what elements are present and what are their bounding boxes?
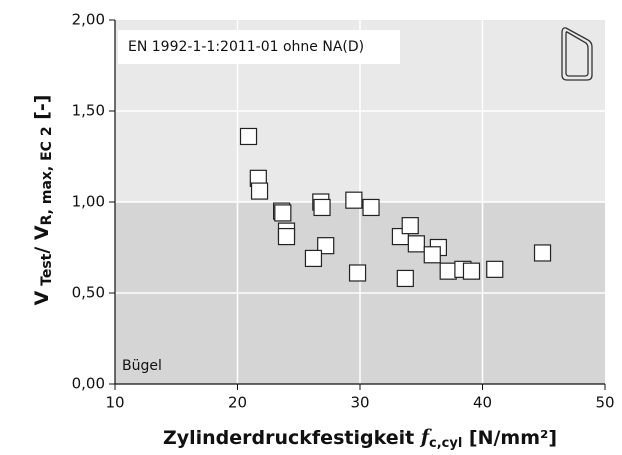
point bbox=[423, 246, 441, 264]
x-tick-label: 30 bbox=[350, 394, 369, 412]
annotation: Bügel bbox=[122, 358, 162, 374]
x-tick-label: 50 bbox=[595, 394, 614, 412]
x-tick-label: 40 bbox=[473, 394, 492, 412]
y-label-part: V bbox=[31, 290, 53, 305]
point bbox=[345, 191, 363, 209]
point bbox=[362, 198, 380, 217]
point bbox=[317, 237, 335, 255]
point bbox=[348, 264, 367, 282]
annotation: EN 1992-1-1:2011-01 ohne NA(D) bbox=[128, 39, 364, 55]
y-label-part: R, max, EC 2 bbox=[39, 126, 55, 225]
point bbox=[396, 269, 414, 288]
x-label-part: c,cyl bbox=[429, 436, 462, 451]
point bbox=[239, 127, 258, 146]
y-tick-label: 2,00 bbox=[72, 11, 105, 29]
point bbox=[533, 244, 552, 262]
y-label-part: / V bbox=[31, 225, 53, 254]
y-label-part: Test bbox=[39, 253, 55, 290]
y-tick-label: 1,50 bbox=[72, 102, 105, 120]
point bbox=[277, 227, 296, 246]
x-label-part: [N/mm²] bbox=[462, 427, 557, 449]
point bbox=[274, 204, 292, 222]
x-axis-label: Zylinderdruckfestigkeit fc,cyl [N/mm²] bbox=[163, 426, 557, 451]
point bbox=[407, 235, 425, 253]
point bbox=[486, 260, 504, 278]
y-label-part: [-] bbox=[31, 95, 53, 127]
stirrup-icon bbox=[561, 27, 593, 81]
y-tick-label: 1,00 bbox=[72, 193, 105, 211]
point bbox=[304, 249, 323, 268]
point bbox=[313, 198, 331, 217]
x-label-part: f bbox=[419, 426, 432, 448]
y-tick-label: 0,00 bbox=[72, 375, 105, 393]
point bbox=[250, 182, 269, 200]
x-tick-label: 20 bbox=[228, 394, 247, 412]
x-label-part: Zylinderdruckfestigkeit bbox=[163, 427, 421, 449]
point bbox=[439, 262, 457, 280]
annotation-box bbox=[118, 30, 400, 64]
point bbox=[401, 217, 419, 235]
points bbox=[239, 127, 552, 288]
x-tick-label: 10 bbox=[105, 394, 124, 412]
y-axis-label: V Test/ VR, max, EC 2 [-] bbox=[31, 95, 56, 306]
y-tick-label: 0,50 bbox=[72, 284, 105, 302]
point bbox=[462, 262, 481, 280]
grid bbox=[115, 20, 605, 384]
